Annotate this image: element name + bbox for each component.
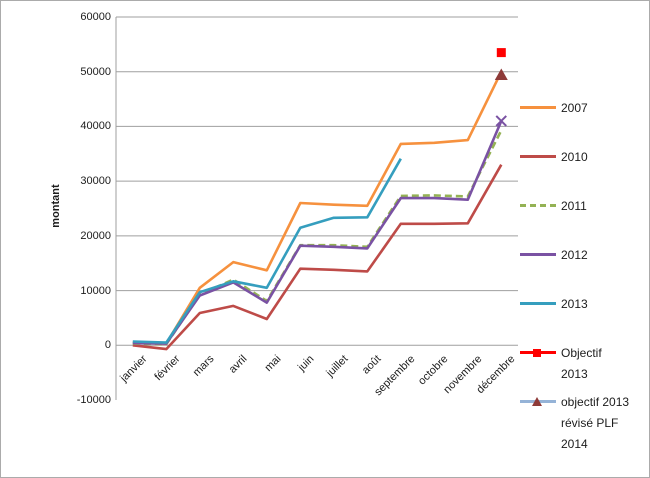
legend-label: 2012 <box>561 245 588 266</box>
legend-label: 2013 <box>561 294 588 315</box>
legend-line-sample <box>520 204 556 207</box>
legend-label: 2007 <box>561 98 588 119</box>
marker-x-2012 <box>495 115 507 127</box>
legend-label: 2010 <box>561 147 588 168</box>
y-tick-label: 60000 <box>80 11 111 23</box>
legend-label-line: 2007 <box>561 101 588 115</box>
legend-line-sample <box>520 106 556 109</box>
legend-label: 2011 <box>561 196 587 217</box>
legend-label: Objectif 2013 <box>561 343 602 385</box>
legend-label-line: 2014 <box>561 437 588 451</box>
legend-line-sample <box>520 253 556 256</box>
legend-swatch <box>520 245 556 265</box>
legend-marker-square <box>533 349 541 357</box>
legend-swatch <box>520 294 556 314</box>
y-tick-label: -10000 <box>76 394 111 406</box>
series-line-2012 <box>132 120 503 345</box>
legend-label-line: révisé PLF <box>561 416 619 430</box>
legend-label-line: 2010 <box>561 150 588 164</box>
legend-label-line: 2012 <box>561 248 588 262</box>
legend-item-2011: 2011 <box>520 196 587 217</box>
legend-swatch <box>520 392 556 412</box>
legend-swatch <box>520 147 556 167</box>
marker-square-objectif-2013 <box>496 48 506 58</box>
series-line-2010 <box>132 164 503 351</box>
legend-item-2010: 2010 <box>520 147 588 168</box>
legend-item-2012: 2012 <box>520 245 588 266</box>
legend-item-2013: 2013 <box>520 294 588 315</box>
legend-swatch <box>520 98 556 118</box>
y-tick-label: 50000 <box>80 66 111 78</box>
legend-item-2007: 2007 <box>520 98 588 119</box>
legend-item-objectif-2013: Objectif 2013 <box>520 343 602 385</box>
legend-line-sample <box>520 155 556 158</box>
y-tick-label: 10000 <box>80 285 111 297</box>
y-tick-label: 30000 <box>80 175 111 187</box>
legend-label-line: 2013 <box>561 297 588 311</box>
legend-label-line: Objectif <box>561 346 602 360</box>
series-line-2007 <box>132 71 503 345</box>
legend-item-objectif-2013-révisé-plf-2014: objectif 2013 révisé PLF 2014 <box>520 392 629 455</box>
y-tick-label: 20000 <box>80 230 111 242</box>
y-tick-label: 40000 <box>80 120 111 132</box>
legend-swatch <box>520 343 556 363</box>
legend-label-line: 2011 <box>561 199 587 213</box>
legend-label-line: 2013 <box>561 367 588 381</box>
legend-swatch <box>520 196 556 216</box>
y-tick-label: 0 <box>104 339 111 351</box>
legend-label: objectif 2013 révisé PLF 2014 <box>561 392 629 455</box>
series-line-2013 <box>132 158 402 344</box>
legend-line-sample <box>520 302 556 305</box>
y-axis-title: montant <box>50 184 62 228</box>
legend-marker-triangle <box>532 397 542 406</box>
marker-triangle-objectif-2013-révisé-plf-2014 <box>494 68 508 80</box>
legend-label-line: objectif 2013 <box>561 395 630 409</box>
